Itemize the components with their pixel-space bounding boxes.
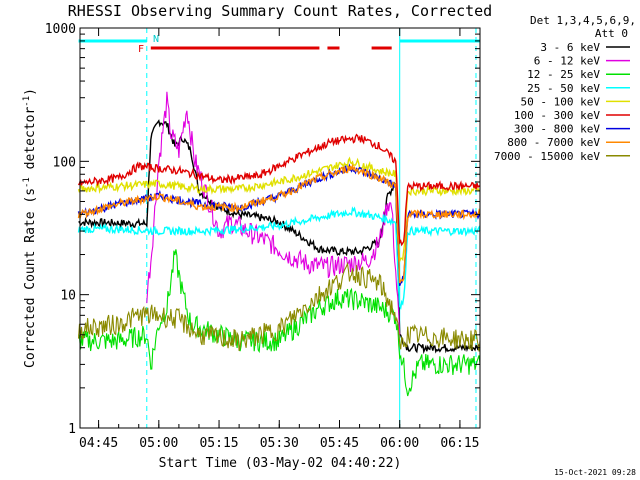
series-line — [77, 249, 481, 397]
x-tick-label: 05:00 — [139, 436, 178, 451]
y-tick-label: 10 — [60, 289, 76, 304]
timestamp: 15-Oct-2021 09:28 — [554, 468, 636, 477]
legend-entry-label: 3 - 6 keV — [540, 41, 600, 54]
legend-entry-label: 50 - 100 keV — [521, 95, 601, 108]
y-axis-label: Corrected Count Rate (s-1 detector-1) — [22, 88, 38, 368]
chart-title: RHESSI Observing Summary Count Rates, Co… — [68, 2, 492, 20]
x-tick-label: 05:45 — [320, 436, 359, 451]
legend-entry-label: 7000 - 15000 keV — [494, 150, 600, 163]
legend-title: Det 1,3,4,5,6,9, — [530, 14, 636, 27]
flare-flag-label: F — [138, 44, 144, 55]
series-line — [78, 119, 481, 355]
x-tick-label: 06:00 — [380, 436, 419, 451]
y-axis-label-sup1: -1 — [22, 177, 32, 188]
legend-entry-label: 300 - 800 keV — [514, 123, 600, 136]
x-tick-label: 04:45 — [79, 436, 118, 451]
y-tick-label: 1000 — [45, 22, 76, 37]
y-axis-label-end: ) — [23, 88, 38, 96]
x-tick-label: 05:15 — [199, 436, 238, 451]
legend-entry-label: 100 - 300 keV — [514, 109, 600, 122]
x-axis-label: Start Time (03-May-02 04:40:22) — [159, 456, 402, 471]
series-line — [77, 163, 481, 284]
x-axis: 04:45 05:00 05:15 05:30 05:45 06:00 06:15 — [79, 28, 481, 451]
plot-frame — [79, 27, 481, 429]
series-line — [77, 156, 481, 262]
y-axis-label-mid: detector — [23, 107, 38, 178]
y-axis-label-sup2: -1 — [22, 96, 32, 107]
plot-area — [77, 28, 481, 428]
legend-entry-label: 6 - 12 keV — [534, 55, 601, 68]
legend-entry-label: 800 - 7000 keV — [507, 136, 600, 149]
legend-entry-label: 25 - 50 keV — [527, 82, 600, 95]
series-line — [146, 91, 401, 335]
series-line — [77, 261, 481, 352]
y-axis: 1 10 100 1000 — [45, 22, 480, 437]
y-axis-label-main: Corrected Count Rate (s — [23, 188, 38, 368]
x-tick-label: 05:30 — [260, 436, 299, 451]
x-tick-label: 06:15 — [440, 436, 479, 451]
legend-entry-label: 12 - 25 keV — [527, 68, 600, 81]
series-line — [77, 206, 481, 310]
y-tick-label: 1 — [68, 422, 76, 437]
legend-subtitle: Att 0 — [595, 27, 628, 40]
night-flag-label: N — [153, 34, 159, 45]
y-tick-label: 100 — [53, 155, 76, 170]
series-line — [77, 133, 481, 247]
